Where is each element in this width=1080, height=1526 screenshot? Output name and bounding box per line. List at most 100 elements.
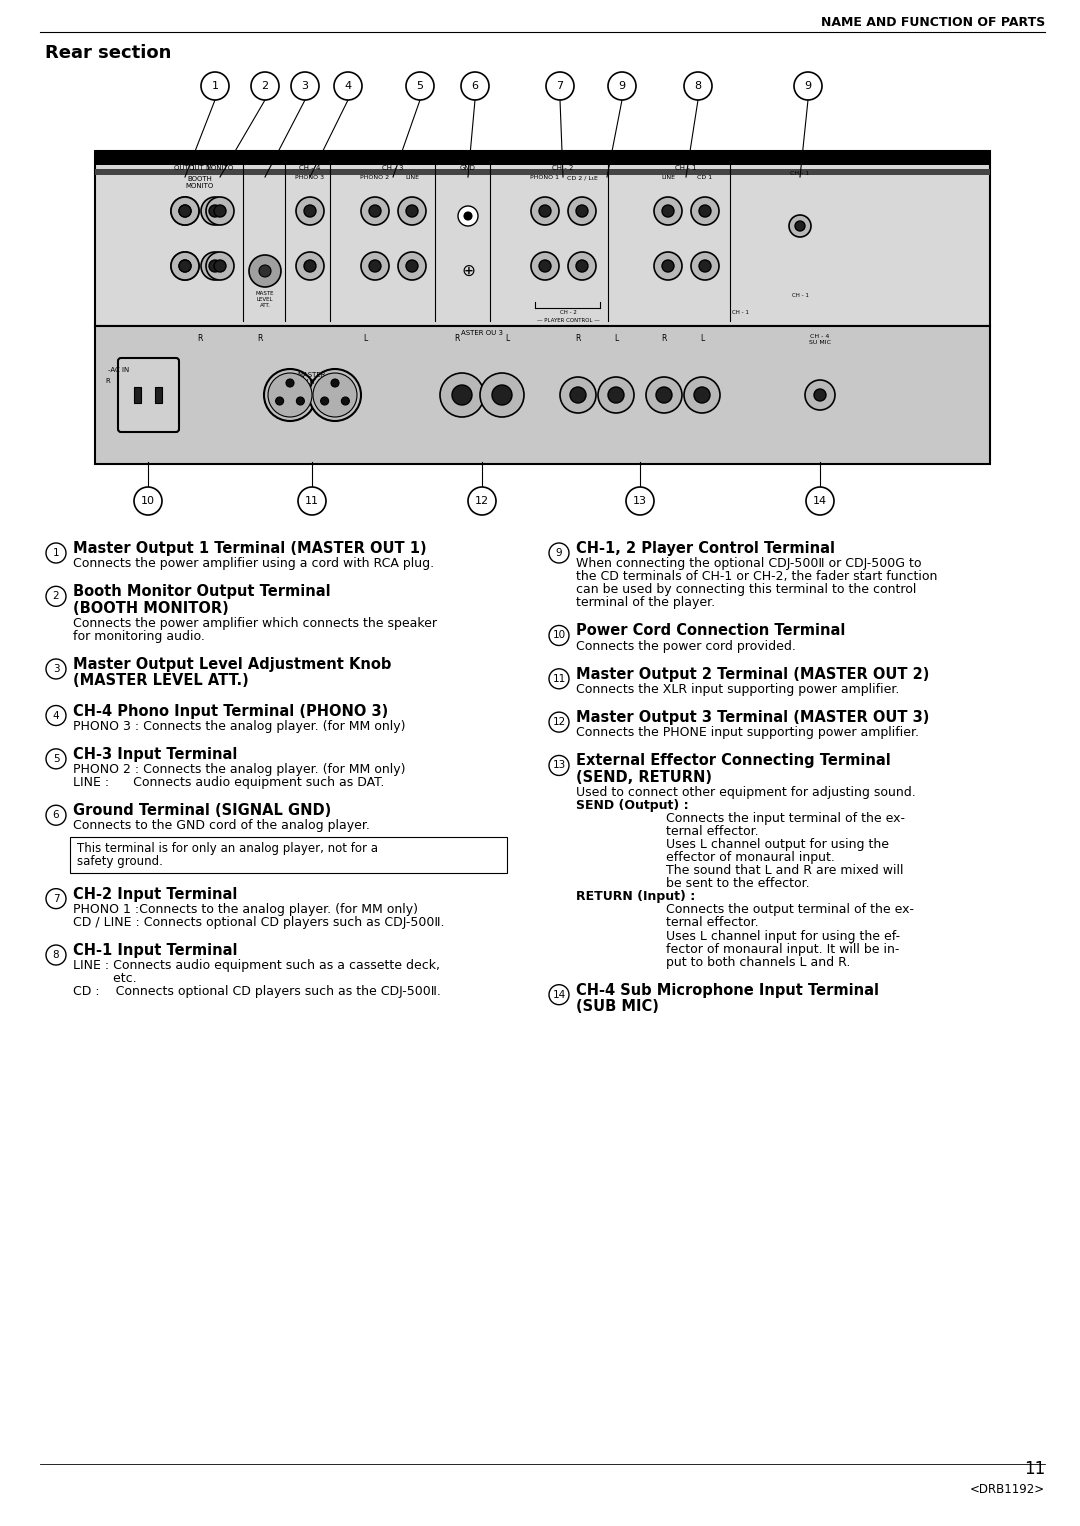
Circle shape [313,372,357,417]
Text: MASTER
OUT 1: MASTER OUT 1 [186,159,214,171]
Circle shape [171,197,199,224]
Text: 5: 5 [53,754,59,765]
Circle shape [341,397,350,404]
Text: CD :    Connects optional CD players such as the CDJ-500Ⅱ.: CD : Connects optional CD players such a… [73,986,441,998]
Circle shape [458,206,478,226]
Text: External Effector Connecting Terminal: External Effector Connecting Terminal [576,754,891,769]
Circle shape [684,377,720,414]
Text: PHONO 1 :Connects to the analog player. (for MM only): PHONO 1 :Connects to the analog player. … [73,903,418,916]
Circle shape [598,377,634,414]
Circle shape [264,369,316,421]
Circle shape [46,586,66,606]
Text: 6: 6 [53,810,59,819]
Text: ternal effector.: ternal effector. [666,826,758,838]
Circle shape [806,487,834,514]
Circle shape [46,806,66,826]
Circle shape [406,72,434,101]
Circle shape [531,197,559,224]
Circle shape [46,543,66,563]
Circle shape [179,259,191,272]
Text: be sent to the effector.: be sent to the effector. [666,877,810,890]
Text: 9: 9 [556,548,563,559]
Circle shape [330,378,339,388]
Text: — PLAYER CONTROL —: — PLAYER CONTROL — [537,317,599,324]
Text: CD 2 / LιE: CD 2 / LιE [567,175,597,180]
Bar [156,388,162,403]
Text: BOOTH
MONITO: BOOTH MONITO [186,175,214,189]
Circle shape [549,626,569,645]
Circle shape [468,487,496,514]
Circle shape [406,259,418,272]
Circle shape [549,713,569,732]
Circle shape [251,72,279,101]
Circle shape [694,388,710,403]
Text: 7: 7 [53,894,59,903]
Circle shape [369,204,381,217]
Text: 1: 1 [53,548,59,559]
Circle shape [814,389,826,401]
Text: MASTER
OUT 2: MASTER OUT 2 [298,372,326,385]
Text: 4: 4 [53,711,59,720]
Text: Uses L channel output for using the: Uses L channel output for using the [666,838,889,852]
Circle shape [546,72,573,101]
Text: effector of monaural input.: effector of monaural input. [666,852,835,864]
Circle shape [576,259,588,272]
Text: Connects the input terminal of the ex-: Connects the input terminal of the ex- [666,812,905,826]
Text: This terminal is for only an analog player, not for a: This terminal is for only an analog play… [77,841,378,855]
Bar [95,327,990,464]
Circle shape [369,259,381,272]
Text: Connects the power cord provided.: Connects the power cord provided. [576,639,796,653]
Text: CH-2 Input Terminal: CH-2 Input Terminal [73,887,238,902]
Circle shape [361,252,389,279]
Text: Master Output 3 Terminal (MASTER OUT 3): Master Output 3 Terminal (MASTER OUT 3) [576,710,930,725]
Text: 14: 14 [813,496,827,507]
Circle shape [206,197,234,224]
Text: 3: 3 [53,664,59,674]
Circle shape [539,204,551,217]
Circle shape [259,266,271,278]
Text: Uses L channel input for using the ef-: Uses L channel input for using the ef- [666,929,900,943]
Circle shape [549,755,569,775]
Bar [95,169,990,175]
Text: MASTE
LEVEL
ATT.: MASTE LEVEL ATT. [256,291,274,308]
Text: 13: 13 [552,760,566,771]
Text: Used to connect other equipment for adjusting sound.: Used to connect other equipment for adju… [576,786,916,800]
Circle shape [134,487,162,514]
Circle shape [46,749,66,769]
Text: 8: 8 [53,951,59,960]
Text: for monitoring audio.: for monitoring audio. [73,630,205,642]
Circle shape [399,252,426,279]
Circle shape [531,252,559,279]
Text: safety ground.: safety ground. [77,855,163,868]
Circle shape [453,385,472,404]
Text: Connects the XLR input supporting power amplifier.: Connects the XLR input supporting power … [576,684,900,696]
Text: PHONO 3 : Connects the analog player. (for MM only): PHONO 3 : Connects the analog player. (f… [73,720,405,732]
Text: LINE: LINE [405,175,419,180]
Text: 11: 11 [1024,1460,1045,1479]
Circle shape [298,487,326,514]
Text: etc.: etc. [73,972,137,986]
Text: 5: 5 [417,81,423,92]
Text: The sound that L and R are mixed will: The sound that L and R are mixed will [666,864,904,877]
Circle shape [303,204,316,217]
Circle shape [334,72,362,101]
Circle shape [286,378,294,388]
Text: L: L [363,334,367,343]
Text: CH - 1: CH - 1 [792,293,809,298]
Text: (SUB MIC): (SUB MIC) [576,1000,659,1013]
Circle shape [201,72,229,101]
Text: terminal of the player.: terminal of the player. [576,597,715,609]
Text: CD 1: CD 1 [698,175,713,180]
Text: 11: 11 [552,674,566,684]
Text: Master Output 1 Terminal (MASTER OUT 1): Master Output 1 Terminal (MASTER OUT 1) [73,542,427,555]
Bar [70,836,507,873]
Circle shape [480,372,524,417]
Text: R: R [576,334,581,343]
Text: RETURN (Input) :: RETURN (Input) : [576,890,696,903]
Circle shape [656,388,672,403]
Circle shape [662,204,674,217]
Circle shape [201,252,229,279]
Circle shape [210,204,221,217]
Circle shape [794,72,822,101]
Text: Master Output Level Adjustment Knob: Master Output Level Adjustment Knob [73,658,391,671]
